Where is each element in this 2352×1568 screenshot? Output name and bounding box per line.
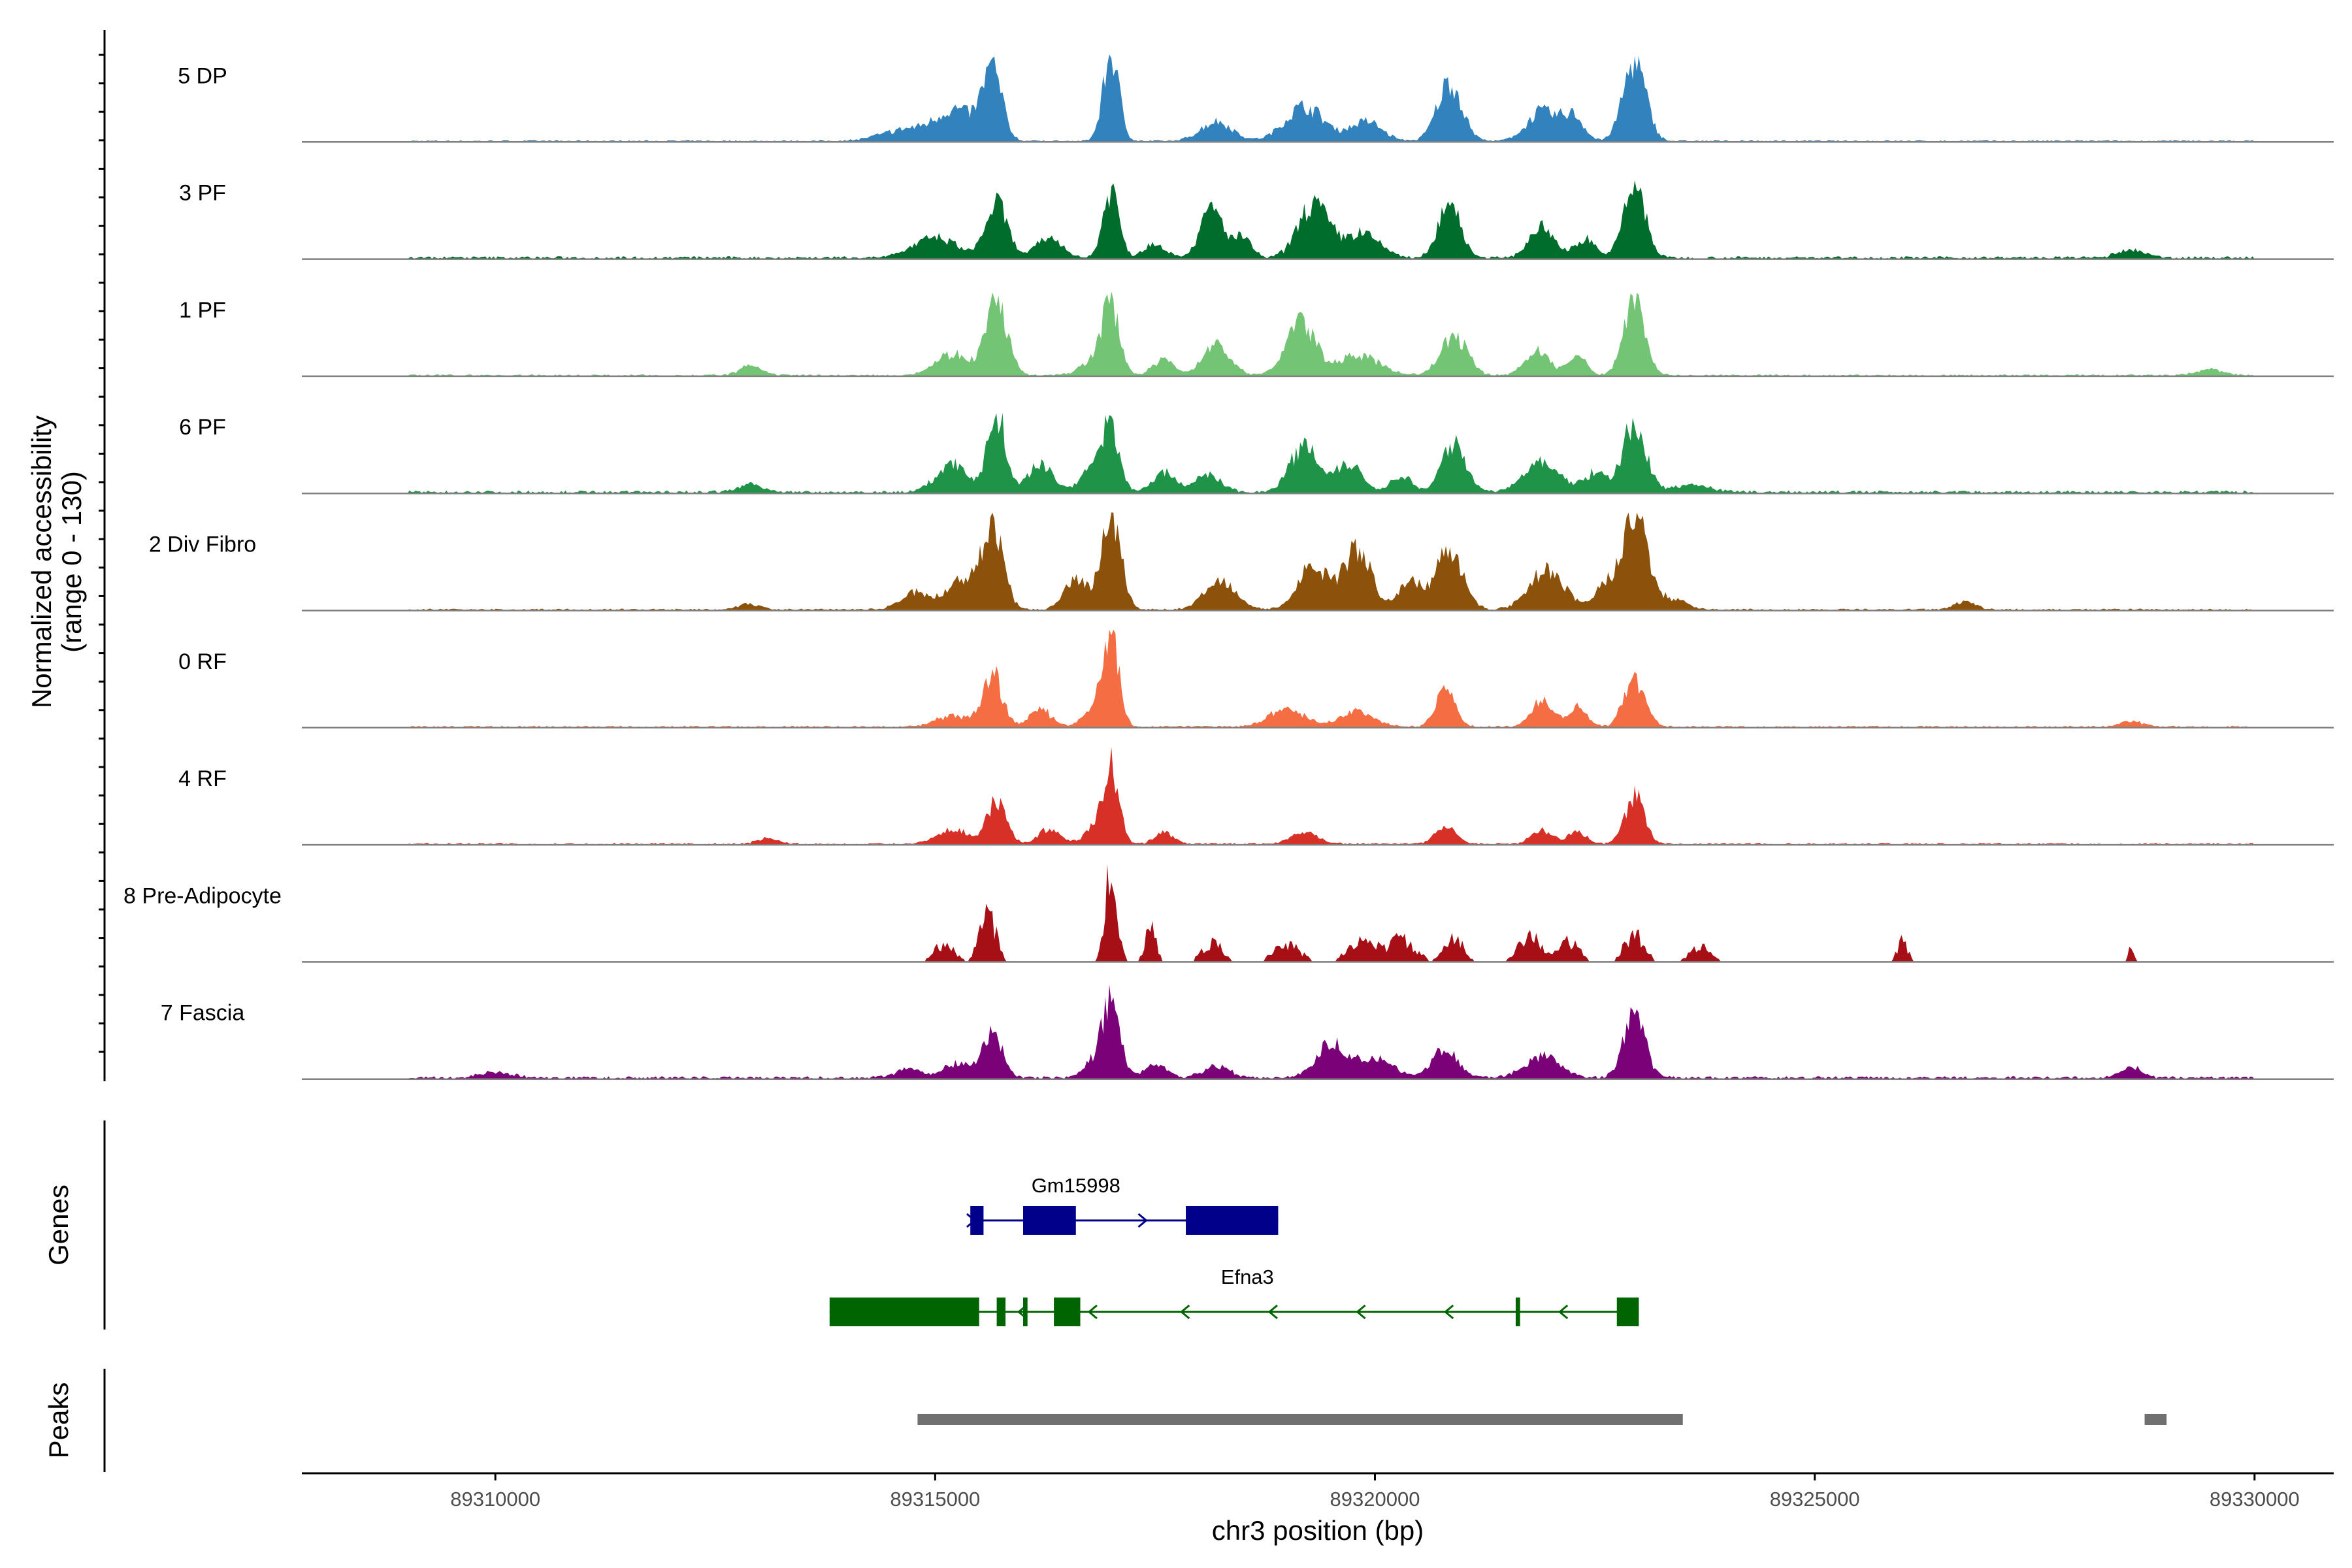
x-tick-label: 89310000 xyxy=(450,1488,540,1511)
track-1-pf: 1 PF xyxy=(179,291,2334,378)
track-3-pf: 3 PF xyxy=(179,180,2334,260)
coverage-area xyxy=(407,291,2255,376)
x-axis-title: chr3 position (bp) xyxy=(1212,1515,1424,1546)
coverage-area xyxy=(407,180,2255,259)
track-5-dp: 5 DP xyxy=(178,54,2334,143)
track-label: 7 Fascia xyxy=(161,1001,245,1026)
x-tick-label: 89325000 xyxy=(1770,1488,1860,1511)
strand-arrow xyxy=(1137,1213,1148,1228)
strand-arrow xyxy=(1179,1304,1190,1320)
gene-exon xyxy=(1616,1298,1639,1326)
gene-name: Gm15998 xyxy=(1032,1174,1120,1197)
gene-name: Efna3 xyxy=(1221,1266,1274,1288)
gene-efna3: Efna3 xyxy=(829,1266,1639,1326)
coverage-area xyxy=(407,629,2255,728)
track-label: 2 Div Fibro xyxy=(149,532,256,557)
x-tick-label: 89330000 xyxy=(2210,1488,2300,1511)
x-axis: 89310000 89315000 89320000 89325000 89330000 xyxy=(450,1473,2300,1511)
coverage-area xyxy=(407,984,2255,1079)
gene-exon xyxy=(970,1206,984,1235)
track-label: 3 PF xyxy=(179,181,226,206)
gene-exon xyxy=(996,1298,1006,1326)
coverage-area xyxy=(407,747,2255,845)
gene-exon xyxy=(1515,1298,1520,1326)
gene-exon xyxy=(1186,1206,1279,1235)
track-7-fascia: 7 Fascia xyxy=(161,984,2334,1080)
strand-arrow xyxy=(1356,1304,1366,1320)
peaks-side-title: Peaks xyxy=(43,1382,74,1459)
track-4-rf: 4 RF xyxy=(178,747,2334,846)
y-axis-title-line1: Normalized accessibility xyxy=(26,416,57,708)
strand-arrow xyxy=(1443,1304,1454,1320)
coverage-area xyxy=(407,412,2255,494)
strand-arrow xyxy=(1267,1304,1278,1320)
gene-gm15998: Gm15998 xyxy=(966,1174,1279,1235)
track-2-div-fibro: 2 Div Fibro xyxy=(149,512,2334,612)
track-8-pre-adipocyte: 8 Pre-Adipocyte xyxy=(123,864,2334,963)
genes-side-title: Genes xyxy=(43,1184,74,1266)
track-label: 6 PF xyxy=(179,415,226,440)
strand-arrow xyxy=(1017,1304,1028,1320)
x-tick-label: 89320000 xyxy=(1330,1488,1420,1511)
peaks-track xyxy=(917,1414,2167,1425)
track-label: 4 RF xyxy=(178,766,227,791)
coverage-tracks: 5 DP 3 PF 1 PF 6 PF 2 Div Fibro 0 RF 4 RF 8 Pre… xyxy=(123,54,2334,1080)
peak-region xyxy=(2144,1414,2167,1425)
coverage-y-axis xyxy=(99,30,106,1081)
y-axis-title-line2: (range 0 - 130) xyxy=(56,471,87,653)
strand-arrow xyxy=(1558,1304,1569,1320)
gene-exon xyxy=(1054,1298,1081,1326)
gene-exon xyxy=(1022,1206,1076,1235)
track-label: 1 PF xyxy=(179,298,226,323)
track-label: 5 DP xyxy=(178,63,227,88)
strand-arrow xyxy=(1087,1304,1098,1320)
coverage-area xyxy=(407,54,2255,142)
coverage-area xyxy=(407,864,2255,962)
peak-region xyxy=(917,1414,1683,1425)
gene-exon xyxy=(829,1298,979,1326)
coverage-area xyxy=(407,512,2255,611)
strand-arrow xyxy=(966,1213,977,1228)
gene-exon xyxy=(1022,1298,1028,1326)
x-tick-label: 89315000 xyxy=(890,1488,980,1511)
gene-annotation-track: Gm15998 Efna3 xyxy=(829,1174,1639,1326)
track-label: 0 RF xyxy=(178,649,227,674)
track-6-pf: 6 PF xyxy=(179,412,2334,495)
track-label: 8 Pre-Adipocyte xyxy=(123,883,282,908)
track-0-rf: 0 RF xyxy=(178,629,2334,729)
